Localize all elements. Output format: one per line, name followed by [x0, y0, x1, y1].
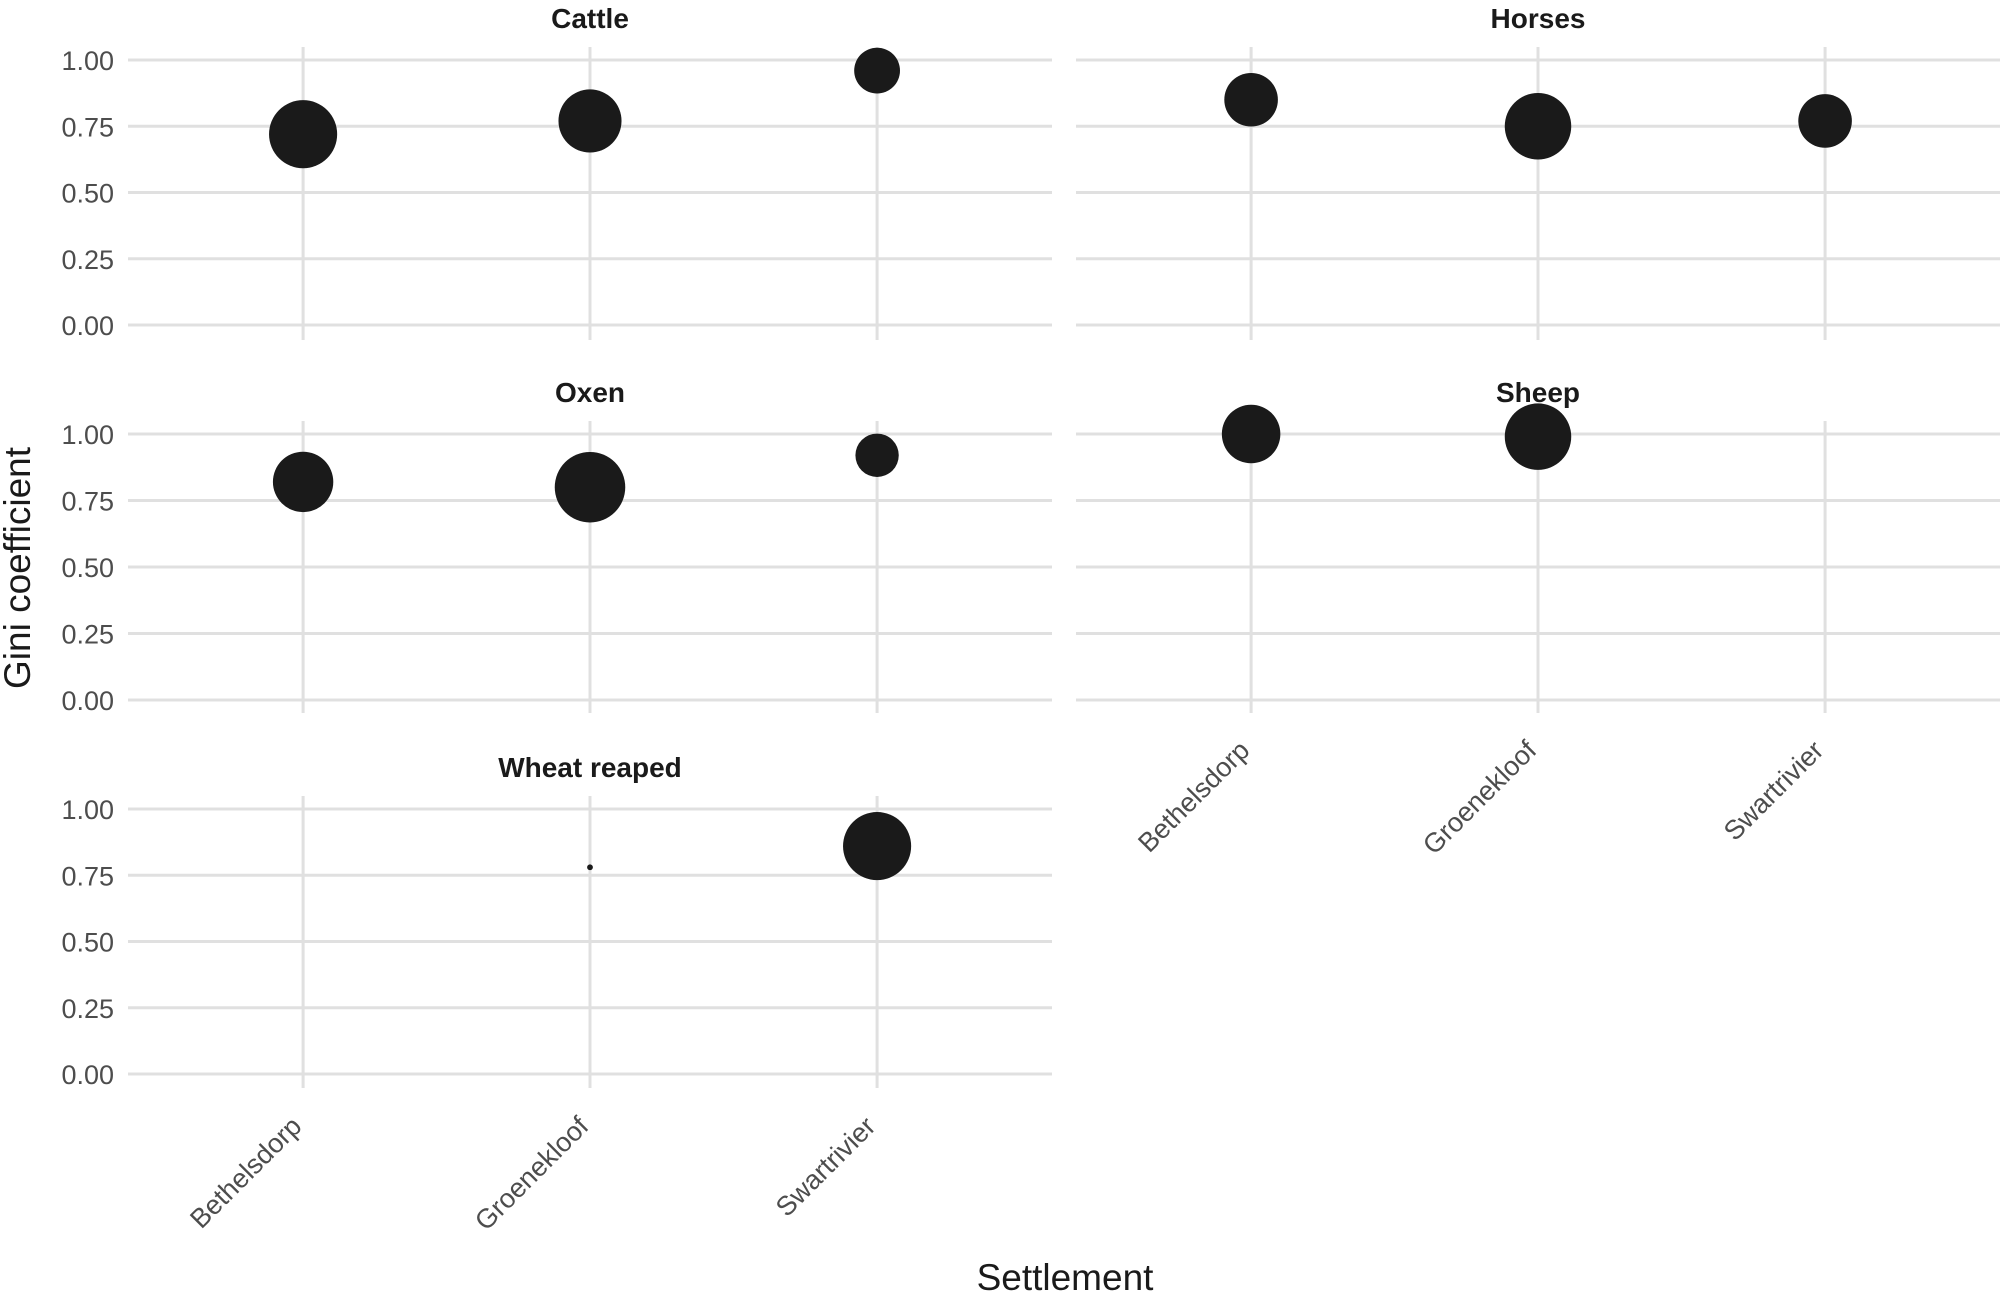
y-axis-title: Gini coefficient — [0, 446, 38, 689]
point-cattle-bethelsdorp — [269, 100, 338, 169]
y-tick-label: 0.75 — [61, 487, 114, 517]
x-tick-label-groenekloof: Groenekloof — [1417, 735, 1543, 861]
point-cattle-groenekloof — [558, 89, 622, 153]
y-tick-label: 0.75 — [61, 112, 114, 142]
facet-title: Horses — [1491, 3, 1586, 34]
facet-cattle: 0.00 0.25 0.50 0.75 1.00 Cattle — [61, 3, 1052, 341]
point-sheep-bethelsdorp — [1221, 404, 1281, 464]
x-tick-label-swartrivier: Swartrivier — [770, 1111, 881, 1222]
y-tick-label: 0.00 — [61, 1060, 114, 1090]
point-sheep-groenekloof — [1504, 403, 1572, 470]
y-tick-label: 0.25 — [61, 994, 114, 1024]
y-tick-label: 1.00 — [61, 420, 114, 450]
point-horses-groenekloof — [1504, 93, 1572, 160]
point-oxen-swartrivier — [855, 433, 899, 477]
y-tick-label: 0.00 — [61, 311, 114, 341]
facet-oxen: 0.00 0.25 0.50 0.75 1.00 Oxen — [61, 377, 1052, 716]
x-tick-label-bethelsdorp: Bethelsdorp — [184, 1111, 307, 1234]
y-tick-label: 0.50 — [61, 553, 114, 583]
point-wheat-reaped-groenekloof — [587, 864, 593, 871]
point-oxen-groenekloof — [554, 451, 626, 523]
x-tick-label-bethelsdorp: Bethelsdorp — [1132, 735, 1255, 858]
x-tick-label-groenekloof: Groenekloof — [469, 1111, 595, 1237]
facet-title: Wheat reaped — [498, 752, 682, 783]
y-tick-label: 0.50 — [61, 179, 114, 209]
facet-title: Cattle — [551, 3, 629, 34]
point-horses-swartrivier — [1798, 94, 1852, 148]
y-tick-label: 0.00 — [61, 686, 114, 716]
facet-horses: Horses — [1076, 3, 2000, 340]
facet-wheat-reaped: 0.00 0.25 0.50 0.75 1.00 Bethelsdorp Groeneklo… — [61, 752, 1052, 1236]
facet-title: Oxen — [555, 377, 625, 408]
x-tick-label-swartrivier: Swartrivier — [1718, 735, 1829, 846]
y-tick-label: 0.25 — [61, 245, 114, 275]
point-oxen-bethelsdorp — [272, 451, 334, 513]
point-cattle-swartrivier — [854, 47, 900, 94]
x-axis-title: Settlement — [977, 1257, 1155, 1295]
point-horses-bethelsdorp — [1224, 72, 1278, 127]
facet-sheep: Bethelsdorp Groenekloof Swartrivier Sheep — [1076, 377, 2000, 860]
y-tick-label: 0.75 — [61, 861, 114, 891]
facet-title: Sheep — [1496, 377, 1580, 408]
y-tick-label: 1.00 — [61, 795, 114, 825]
y-tick-label: 1.00 — [61, 46, 114, 76]
y-tick-label: 0.50 — [61, 928, 114, 958]
y-tick-label: 0.25 — [61, 620, 114, 650]
point-wheat-reaped-swartrivier — [843, 812, 912, 881]
